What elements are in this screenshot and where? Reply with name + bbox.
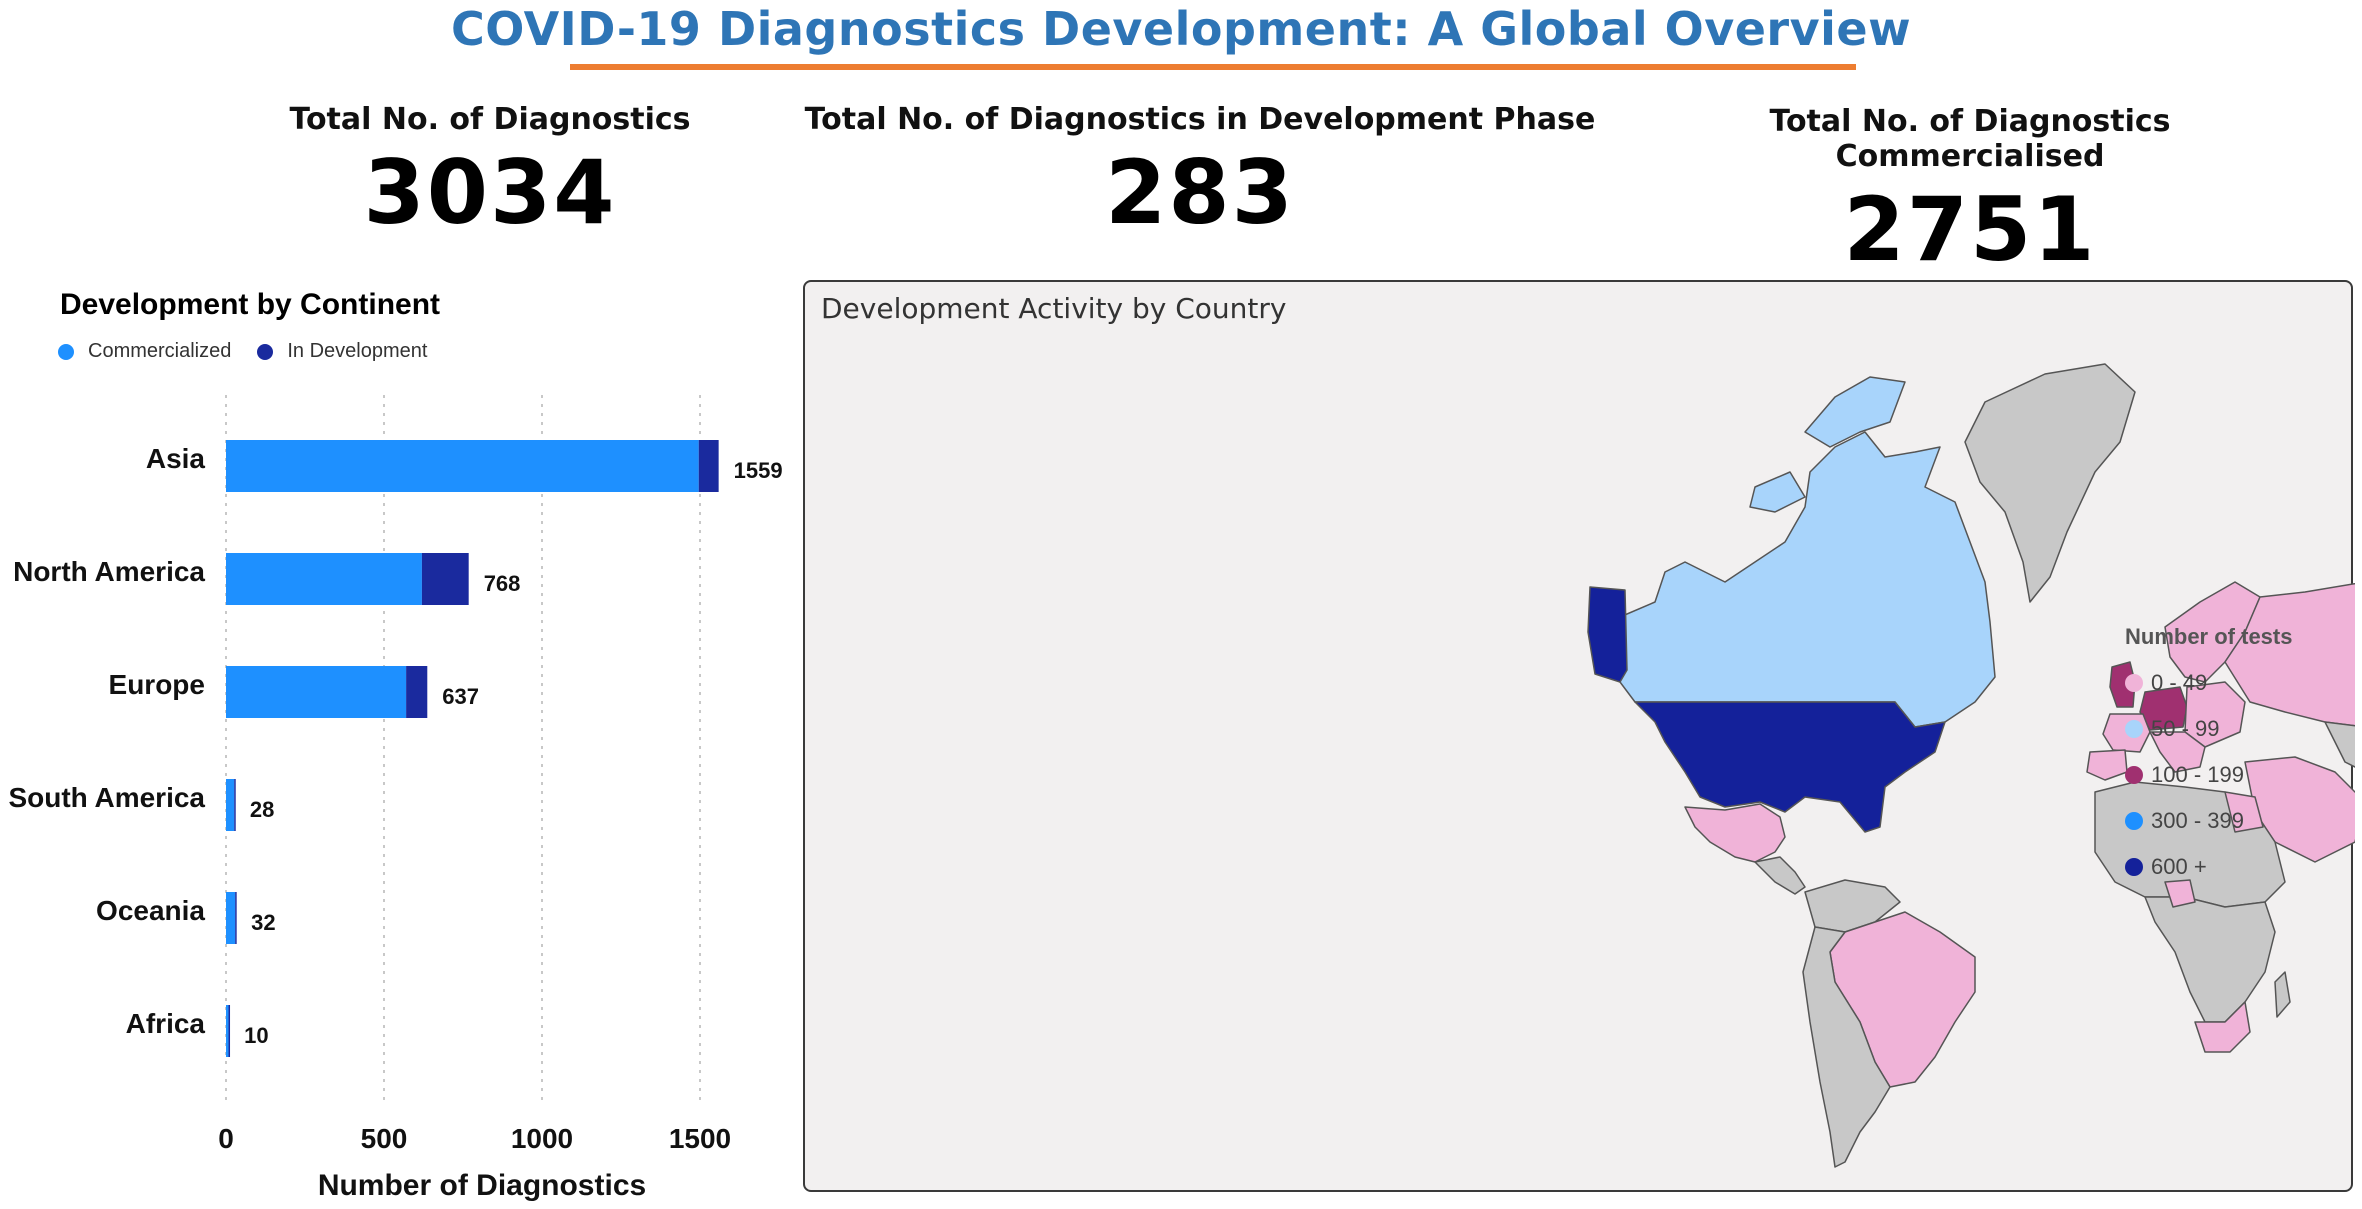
data-label-asia: 1559 [734,458,783,483]
map-legend-dot-300-399 [2125,812,2143,830]
kpi-commercialised: Total No. of Diagnostics Commercialised … [1640,104,2300,281]
category-label-europe: Europe [109,669,205,700]
country-central-africa [2144,896,2276,1023]
country-nigeria [2164,879,2196,908]
x-tick-label-0: 0 [218,1123,234,1154]
map-legend: Number of tests 0 - 49 50 - 99 100 - 199… [2125,624,2292,890]
map-panel: Development Activity by Country [803,280,2355,1192]
legend-item-commercialized: Commercialized [58,340,231,363]
country-alaska [1587,586,1628,683]
bar-commercialized-south-america [226,779,235,831]
country-canada-island-2 [1749,471,1806,513]
country-central-asia [2324,721,2355,768]
title-underline [570,64,1856,70]
country-mexico [1684,803,1786,863]
kpi-total-label: Total No. of Diagnostics [289,102,691,137]
map-legend-dot-0-49 [2125,674,2143,692]
category-label-africa: Africa [126,1008,206,1039]
world-map [1587,363,2355,1168]
country-canada [1619,431,1996,728]
country-germany [2139,686,2188,731]
map-legend-item-0-49: 0 - 49 [2125,660,2292,706]
x-tick-label-1500: 1500 [669,1123,731,1154]
bar-commercialized-europe [226,666,407,718]
map-legend-label-50-99: 50 - 99 [2151,716,2220,741]
map-legend-title: Number of tests [2125,624,2293,649]
bar-in-development-asia [698,440,719,492]
country-iberia [2086,749,2128,781]
data-label-north-america: 768 [484,571,521,596]
main-title: COVID-19 Diagnostics Development: A Glob… [450,2,1912,56]
country-uk [2109,661,2136,708]
x-tick-label-1000: 1000 [511,1123,573,1154]
kpi-development-value: 283 [1105,141,1295,244]
bar-chart-legend: Commercialized In Development [58,340,453,363]
legend-label-in-development: In Development [287,340,428,362]
map-legend-item-300-399: 300 - 399 [2125,798,2292,844]
country-south-america-west [1802,926,1891,1168]
map-legend-dot-50-99 [2125,720,2143,738]
country-madagascar [2274,971,2291,1018]
kpi-total: Total No. of Diagnostics 3034 [250,102,730,244]
map-legend-dot-600-plus [2125,858,2143,876]
country-egypt [2224,791,2264,833]
country-south-africa [2194,1001,2251,1053]
category-label-north-america: North America [13,556,205,587]
map-legend-dot-100-199 [2125,766,2143,784]
country-usa [1634,701,1946,833]
bar-commercialized-africa [226,1005,229,1057]
bar-in-development-south-america [234,779,236,831]
map-title: Development Activity by Country [821,292,1287,325]
bar-chart: 0 500 1000 1500 Number of Diagnostics Asia 155… [8,395,783,1202]
legend-label-commercialized: Commercialized [88,340,232,362]
data-label-south-america: 28 [250,797,274,822]
category-label-asia: Asia [146,443,206,474]
country-italy-balkans [2149,731,2206,773]
bar-in-development-africa [228,1005,231,1057]
map-legend-label-300-399: 300 - 399 [2151,808,2244,833]
kpi-commercialised-value: 2751 [1843,178,2097,281]
bar-in-development-north-america [421,553,469,605]
category-label-south-america: South America [8,782,205,813]
map-legend-label-100-199: 100 - 199 [2151,762,2244,787]
data-label-africa: 10 [244,1023,268,1048]
legend-dot-in-development [257,343,274,360]
legend-dot-commercialized [58,343,74,360]
bar-in-development-oceania [235,892,237,944]
data-label-europe: 637 [442,684,479,709]
country-russia [2224,582,2355,727]
map-legend-item-50-99: 50 - 99 [2125,706,2292,752]
legend-item-in-development: In Development [257,340,427,363]
kpi-total-value: 3034 [363,141,617,244]
x-tick-label-500: 500 [361,1123,408,1154]
kpi-development: Total No. of Diagnostics in Development … [800,102,1600,244]
category-label-oceania: Oceania [96,895,205,926]
map-legend-label-0-49: 0 - 49 [2151,670,2208,695]
kpi-commercialised-label: Total No. of Diagnostics Commercialised [1769,104,2171,174]
country-greenland [1964,363,2136,603]
bar-chart-title: Development by Continent [60,288,441,321]
map-legend-label-600-plus: 600 + [2151,854,2207,879]
bar-commercialized-oceania [226,892,236,944]
country-canada-islands [1804,376,1906,448]
map-legend-item-100-199: 100 - 199 [2125,752,2292,798]
country-central-america [1754,856,1806,895]
bar-in-development-europe [406,666,428,718]
map-legend-item-600-plus: 600 + [2125,844,2292,890]
kpi-development-label: Total No. of Diagnostics in Development … [804,102,1596,137]
bar-commercialized-north-america [226,553,422,605]
x-axis-label: Number of Diagnostics [318,1169,646,1202]
bar-commercialized-asia [226,440,699,492]
data-label-oceania: 32 [251,910,275,935]
